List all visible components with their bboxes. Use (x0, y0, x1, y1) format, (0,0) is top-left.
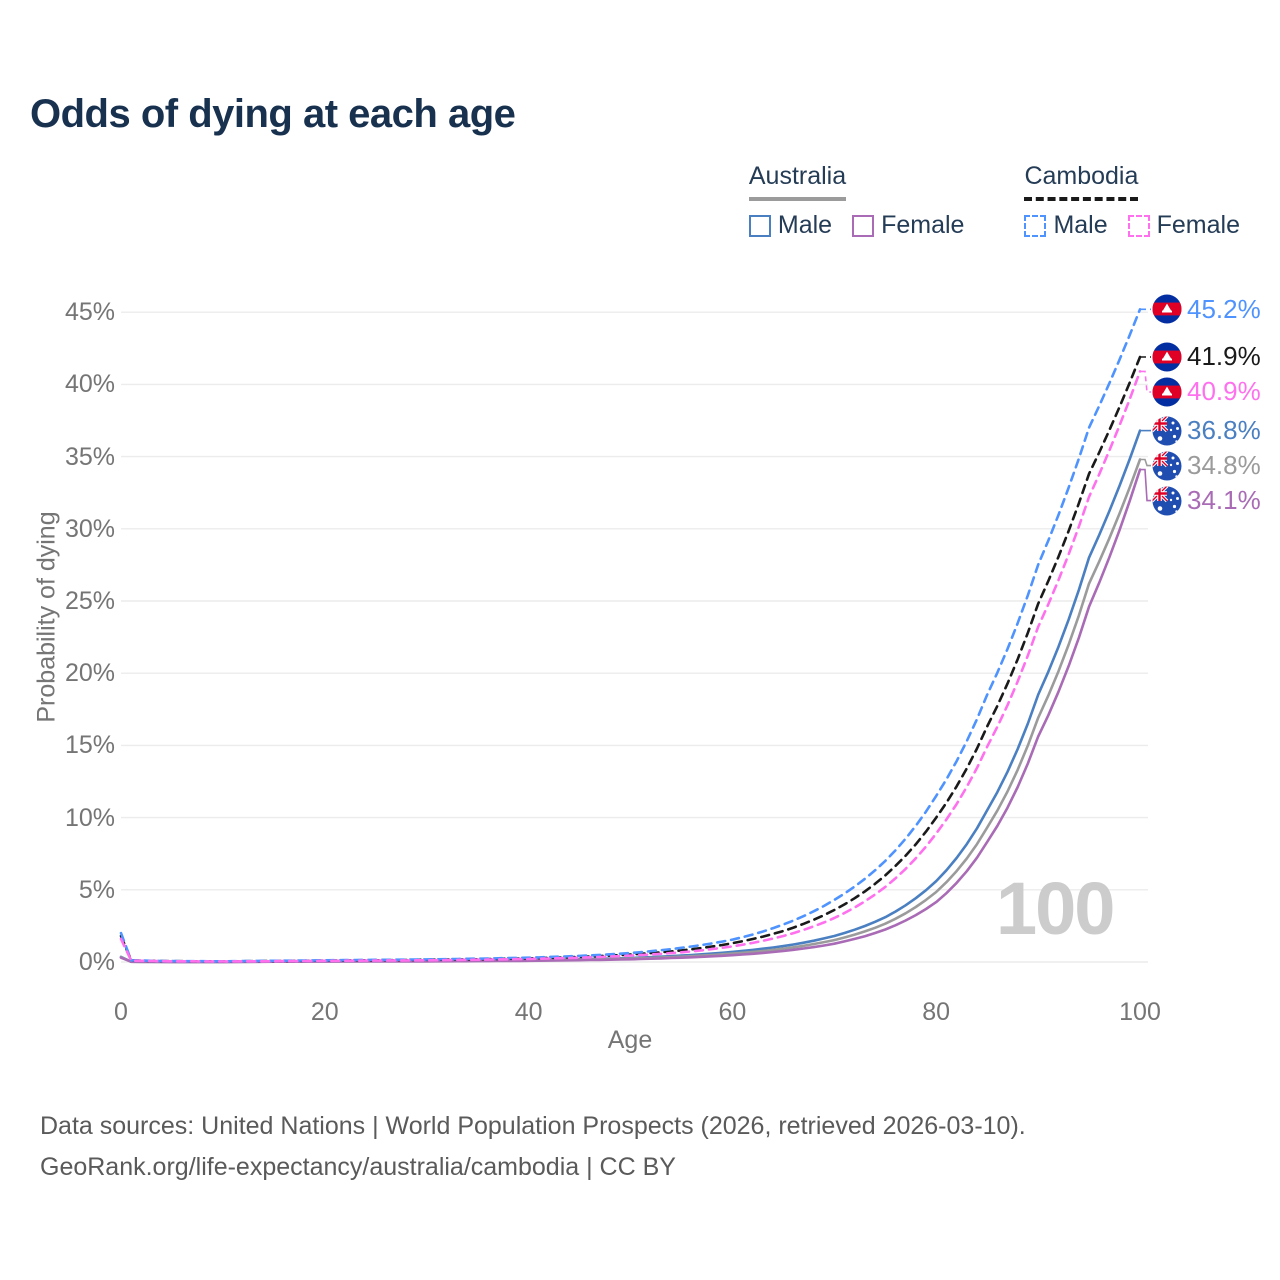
legend-item-cambodia-female[interactable]: Female (1127, 211, 1240, 240)
cambodia-flag-icon (1152, 342, 1182, 372)
x-axis-title: Age (607, 1026, 653, 1054)
page-title: Odds of dying at each age (30, 92, 516, 136)
end-label-cambodia-female: 40.9% (1152, 376, 1261, 407)
series-line-cambodia-male (119, 308, 1142, 963)
end-label-connector (1141, 468, 1151, 502)
cambodia-flag-icon (1152, 294, 1182, 324)
y-tick-25%: 25% (64, 587, 115, 615)
end-label-value: 40.9% (1187, 376, 1261, 407)
y-tick-30%: 30% (64, 514, 115, 543)
series-line-australia-female (119, 468, 1142, 964)
y-tick-15%: 15% (64, 731, 115, 760)
series-line-cambodia-both (119, 355, 1142, 963)
end-label-australia-female: 34.1% (1152, 485, 1261, 516)
legend-header-australia[interactable]: Australia (748, 162, 847, 201)
y-tick-0%: 0% (78, 948, 115, 976)
end-label-value: 36.8% (1187, 415, 1261, 446)
legend-item-cambodia-male[interactable]: Male (1024, 211, 1108, 240)
x-tick-0: 0 (114, 998, 128, 1026)
footer-link-line: GeoRank.org/life-expectancy/australia/ca… (40, 1153, 676, 1181)
legend-group-australia: Australia Male Female (748, 162, 964, 240)
end-label-cambodia-male: 45.2% (1152, 294, 1261, 325)
end-label-cambodia-both: 41.9% (1152, 341, 1261, 372)
end-label-connector (1141, 458, 1151, 467)
x-tick-60: 60 (718, 998, 747, 1026)
x-tick-40: 40 (514, 998, 543, 1026)
end-label-value: 41.9% (1187, 341, 1261, 372)
y-tick-10%: 10% (64, 803, 115, 832)
age-watermark: 100 (996, 867, 1115, 950)
end-label-connector (1141, 370, 1151, 393)
x-tick-20: 20 (310, 998, 339, 1026)
legend-item-label: Female (881, 211, 965, 239)
australia-female-swatch-icon (852, 214, 875, 237)
series-line-cambodia-female (119, 370, 1142, 963)
series-line-australia-both (119, 458, 1142, 964)
cambodia-female-swatch-icon (1127, 214, 1150, 237)
australia-flag-icon (1152, 486, 1182, 516)
legend-item-label: Male (1053, 211, 1108, 239)
end-label-value: 45.2% (1187, 293, 1261, 324)
end-label-australia-male: 36.8% (1152, 415, 1261, 446)
end-label-value: 34.8% (1187, 450, 1261, 481)
australia-male-swatch-icon (748, 214, 771, 237)
y-tick-45%: 45% (64, 298, 115, 327)
legend-item-label: Male (777, 211, 833, 239)
end-label-australia-both: 34.8% (1152, 450, 1261, 481)
x-tick-100: 100 (1119, 998, 1161, 1026)
x-tick-80: 80 (922, 998, 951, 1026)
y-tick-20%: 20% (64, 659, 115, 688)
legend-header-cambodia[interactable]: Cambodia (1024, 162, 1139, 201)
australia-flag-icon (1152, 451, 1182, 481)
cambodia-male-swatch-icon (1024, 214, 1047, 237)
legend-item-australia-female[interactable]: Female (852, 211, 964, 240)
y-tick-35%: 35% (64, 442, 115, 471)
y-tick-40%: 40% (64, 370, 115, 399)
legend-item-label: Female (1156, 211, 1240, 239)
legend-item-australia-male[interactable]: Male (748, 211, 833, 240)
y-tick-5%: 5% (78, 875, 115, 904)
footer-source-line: Data sources: United Nations | World Pop… (40, 1112, 1026, 1140)
end-label-value: 34.1% (1187, 485, 1261, 516)
australia-flag-icon (1152, 416, 1182, 446)
chart-legend: Australia Male Female Cambodia Male (748, 162, 1240, 240)
cambodia-flag-icon (1152, 377, 1182, 407)
footer: Data sources: United Nations | World Pop… (40, 1106, 1026, 1188)
series-line-australia-male (119, 429, 1142, 964)
legend-group-cambodia: Cambodia Male Female (1024, 162, 1240, 240)
